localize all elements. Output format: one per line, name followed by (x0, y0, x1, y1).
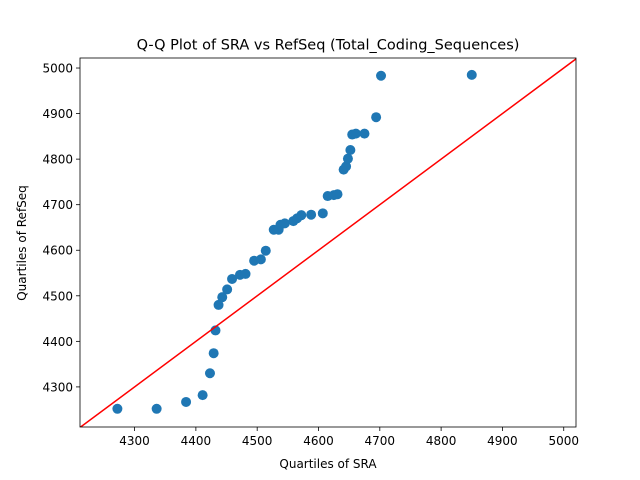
chart-title: Q-Q Plot of SRA vs RefSeq (Total_Coding_… (137, 38, 520, 54)
data-point (466, 69, 477, 80)
x-tick-label: 5000 (548, 434, 579, 448)
plot-frame (79, 57, 577, 428)
data-point (260, 245, 271, 256)
data-point (359, 128, 370, 139)
data-point (217, 292, 228, 303)
x-tick-label: 4900 (487, 434, 518, 448)
y-tick-label: 4400 (42, 335, 73, 349)
y-tick-label: 4500 (42, 289, 73, 303)
data-point (342, 153, 353, 164)
data-point (222, 284, 233, 295)
data-point (317, 208, 328, 219)
data-point (332, 189, 343, 200)
data-point (213, 299, 224, 310)
x-tick-label: 4300 (119, 434, 150, 448)
data-point (112, 403, 123, 414)
data-point (240, 268, 251, 279)
y-axis: 4300 4400 4500 4600 4700 4800 4900 5000 (42, 62, 80, 394)
y-tick-label: 5000 (42, 62, 73, 76)
plot-area (79, 57, 577, 428)
data-point (296, 210, 307, 221)
data-point (204, 368, 215, 379)
y-tick-label: 4700 (42, 198, 73, 212)
x-axis-label: Quartiles of SRA (279, 457, 377, 471)
y-tick-label: 4300 (42, 380, 73, 394)
data-point (255, 254, 266, 265)
x-tick-label: 4500 (242, 434, 273, 448)
y-tick-label: 4900 (42, 107, 73, 121)
y-axis-label: Quartiles of RefSeq (15, 185, 29, 301)
data-point (306, 209, 317, 220)
data-point (227, 273, 238, 284)
x-tick-label: 4600 (303, 434, 334, 448)
x-tick-label: 4800 (426, 434, 457, 448)
data-point (371, 112, 382, 123)
data-point (345, 145, 356, 156)
data-point (341, 161, 352, 172)
y-tick-label: 4600 (42, 244, 73, 258)
data-point (181, 396, 192, 407)
data-point (208, 348, 219, 359)
x-tick-label: 4400 (181, 434, 212, 448)
x-axis: 4300 4400 4500 4600 4700 4800 4900 5000 (119, 427, 579, 448)
y-tick-label: 4800 (42, 153, 73, 167)
data-point (279, 218, 290, 229)
data-point (350, 128, 361, 139)
data-point (197, 390, 208, 401)
reference-line (80, 58, 576, 427)
data-point (151, 403, 162, 414)
data-point (376, 70, 387, 81)
x-tick-label: 4700 (365, 434, 396, 448)
